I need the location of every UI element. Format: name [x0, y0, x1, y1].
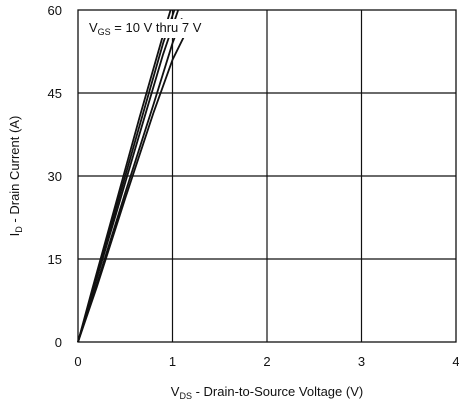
series-line-3 [77, 9, 180, 343]
tick-labels: 0 1 2 3 4 0 15 30 45 60 [48, 3, 459, 369]
y-tick-label-0: 0 [55, 335, 62, 350]
series-line-4 [77, 17, 183, 343]
y-tick-label-2: 30 [48, 169, 62, 184]
x-tick-label-4: 4 [452, 354, 459, 369]
x-tick-label-1: 1 [169, 354, 176, 369]
y-axis-title: ID - Drain Current (A) [7, 116, 24, 237]
x-tick-label-2: 2 [263, 354, 270, 369]
annotation-background [87, 19, 204, 38]
series-line-5 [77, 34, 186, 343]
vgs-annotation: VGS = 10 V thru 7 V [89, 20, 202, 37]
plot-frame [77, 9, 457, 343]
x-axis-title: VDS - Drain-to-Source Voltage (V) [171, 384, 363, 401]
x-tick-label-0: 0 [74, 354, 81, 369]
x-tick-label-3: 3 [358, 354, 365, 369]
y-tick-label-3: 45 [48, 86, 62, 101]
y-tick-label-4: 60 [48, 3, 62, 18]
grid [78, 10, 456, 342]
y-tick-label-1: 15 [48, 252, 62, 267]
